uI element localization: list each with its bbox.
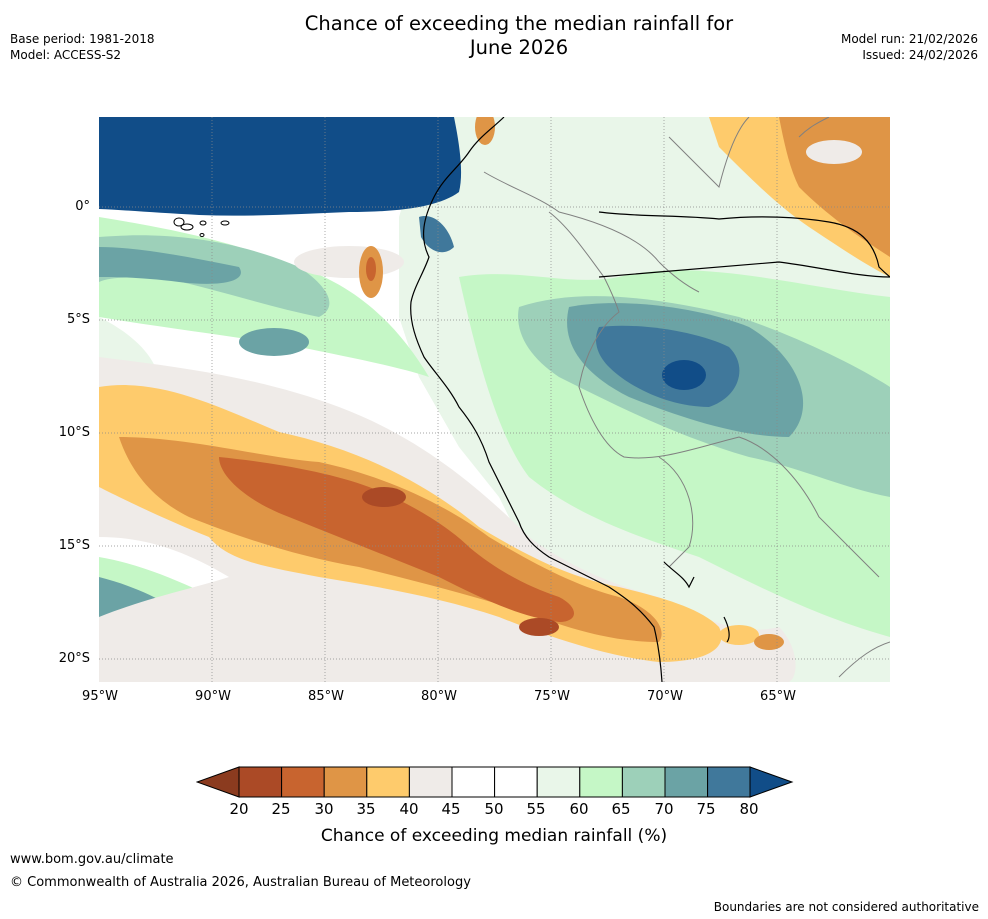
base-period: Base period: 1981-2018 — [10, 32, 155, 46]
shade-40-45-ne — [806, 140, 862, 164]
colorbar-cell-20-25 — [238, 766, 283, 798]
colorbar-tick-60: 60 — [569, 800, 589, 818]
lon-label-75w: 75°W — [534, 689, 570, 704]
shade-above-80-nw — [99, 117, 462, 216]
model-run: Model run: 21/02/2026 — [840, 32, 978, 46]
colorbar — [196, 766, 794, 798]
lat-label-5s: 5°S — [66, 312, 90, 327]
colorbar-cell-60-65 — [579, 766, 623, 798]
colorbar-cell-30-35 — [323, 766, 368, 798]
model-name: Model: ACCESS-S2 — [10, 48, 122, 62]
lon-label-90w: 90°W — [195, 689, 231, 704]
copyright: © Commonwealth of Australia 2026, Austra… — [10, 875, 471, 890]
colorbar-cell-55-60 — [536, 766, 581, 798]
website-link[interactable]: www.bom.gov.au/climate — [10, 852, 174, 867]
colorbar-tick-65: 65 — [611, 800, 631, 818]
colorbar-tick-80: 80 — [739, 800, 759, 818]
colorbar-label: Chance of exceeding median rainfall (%) — [320, 826, 668, 846]
issued-date: Issued: 24/02/2026 — [862, 48, 978, 62]
shade-20-25-core — [362, 487, 406, 507]
lon-label-70w: 70°W — [647, 689, 683, 704]
run-info: Model run: 21/02/2026 Issued: 24/02/2026 — [841, 31, 978, 63]
colorbar-tick-75: 75 — [696, 800, 716, 818]
colorbar-cell-50-55 — [494, 766, 538, 798]
shade-70-75-ocean — [99, 247, 241, 284]
model-info: Base period: 1981-2018 Model: ACCESS-S2 — [10, 31, 155, 63]
colorbar-cell-65-70 — [621, 766, 666, 798]
shade-above-80-central — [662, 360, 706, 390]
map-title: Chance of exceeding the median rainfall … — [194, 12, 844, 60]
galapagos-islands — [173, 217, 230, 237]
colorbar-cells — [238, 766, 751, 798]
colorbar-tick-40: 40 — [399, 800, 419, 818]
lat-label-15s: 15°S — [58, 538, 90, 553]
graticule — [99, 117, 890, 682]
shade-30-35-north-coast — [475, 117, 495, 145]
lon-label-80w: 80°W — [421, 689, 457, 704]
shade-70-75-ocean-blob — [239, 328, 309, 356]
colorbar-tick-25: 25 — [271, 800, 291, 818]
lon-label-85w: 85°W — [308, 689, 344, 704]
colorbar-tick-50: 50 — [484, 800, 504, 818]
colorbar-tick-35: 35 — [356, 800, 376, 818]
colorbar-cell-25-30 — [281, 766, 325, 798]
shade-40-45-ocean-north — [294, 246, 404, 278]
shade-20-25-core-south — [519, 618, 559, 636]
colorbar-cell-40-45 — [408, 766, 453, 798]
coastline — [410, 117, 890, 682]
colorbar-tick-45: 45 — [441, 800, 461, 818]
colorbar-over-arrow — [749, 766, 794, 798]
colorbar-tick-20: 20 — [229, 800, 249, 818]
colorbar-under-arrow — [196, 766, 240, 798]
colorbar-tick-55: 55 — [526, 800, 546, 818]
map-title-line2: June 2026 — [469, 36, 569, 59]
lat-label-20s: 20°S — [58, 651, 90, 666]
lon-label-95w: 95°W — [82, 689, 118, 704]
rainfall-map-svg — [99, 117, 890, 682]
lon-label-65w: 65°W — [760, 689, 796, 704]
disclaimer: Boundaries are not considered authoritat… — [713, 900, 979, 914]
map-title-line1: Chance of exceeding the median rainfall … — [304, 12, 734, 35]
colorbar-cell-35-40 — [366, 766, 410, 798]
colorbar-cell-70-75 — [664, 766, 709, 798]
colorbar-cell-75-80 — [707, 766, 751, 798]
colorbar-cell-45-50 — [451, 766, 496, 798]
colorbar-tick-70: 70 — [654, 800, 674, 818]
shade-25-30-band — [219, 457, 574, 622]
lat-label-10s: 10°S — [58, 425, 90, 440]
colorbar-tick-30: 30 — [314, 800, 334, 818]
shade-30-35-south — [754, 634, 784, 650]
rainfall-map — [99, 117, 890, 682]
shade-35-40-south — [719, 625, 759, 645]
lat-label-0: 0° — [75, 199, 90, 214]
shade-25-30-offshore — [366, 257, 376, 281]
country-borders — [483, 117, 890, 678]
shade-75-80-coast — [419, 216, 454, 253]
